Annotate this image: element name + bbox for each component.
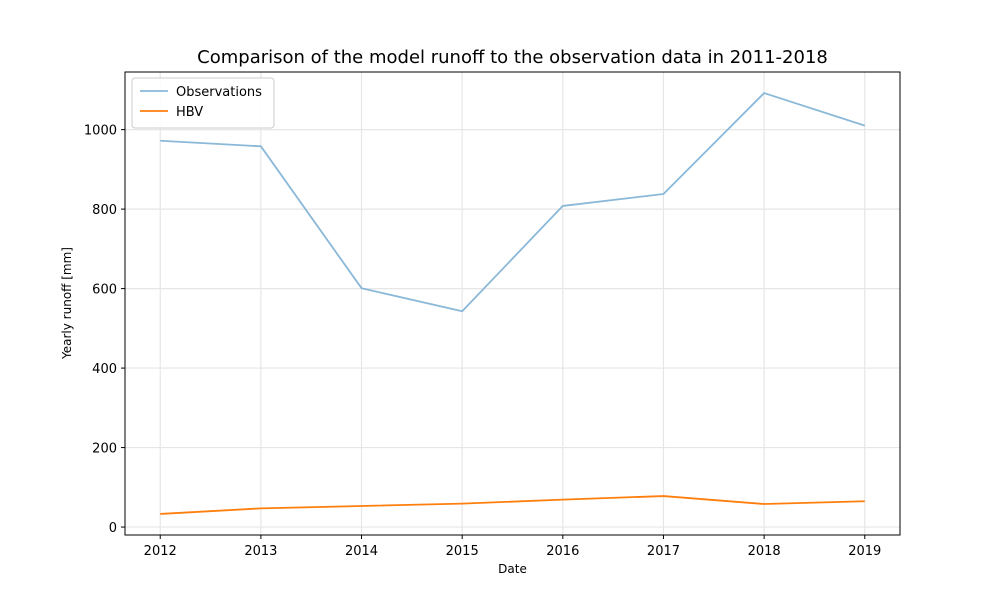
legend-label-hbv: HBV [176,105,203,120]
axis-layer: 2012 2013 2014 2015 2016 2017 2018 2019 0 200 400 6… [84,71,901,559]
y-tick-label-600: 600 [92,283,117,298]
y-tick-label-200: 200 [92,442,117,457]
series-line-observations [160,92,866,313]
x-tick-label-2012: 2012 [144,544,177,559]
y-tick-label-800: 800 [92,203,117,218]
y-tick-label-400: 400 [92,362,117,377]
x-tick-label-2014: 2014 [345,544,378,559]
series-layer [160,92,866,515]
y-tick-label-1000: 1000 [84,124,117,139]
y-tick-label-0: 0 [109,521,117,536]
series-line-hbv [160,495,865,515]
x-tick-label-2018: 2018 [748,544,781,559]
x-tick-label-2013: 2013 [244,544,277,559]
x-axis-label: Date [498,562,527,576]
chart-title: Comparison of the model runoff to the ob… [197,47,828,68]
x-tick-label-2015: 2015 [446,544,479,559]
grid-layer [125,72,900,535]
legend-label-observations: Observations [176,85,262,100]
x-tick-label-2019: 2019 [848,544,881,559]
plot-frame [124,71,901,536]
y-axis-label: Yearly runoff [mm] [60,247,74,360]
x-tick-label-2016: 2016 [546,544,579,559]
legend: Observations HBV [131,77,275,129]
x-tick-label-2017: 2017 [647,544,680,559]
